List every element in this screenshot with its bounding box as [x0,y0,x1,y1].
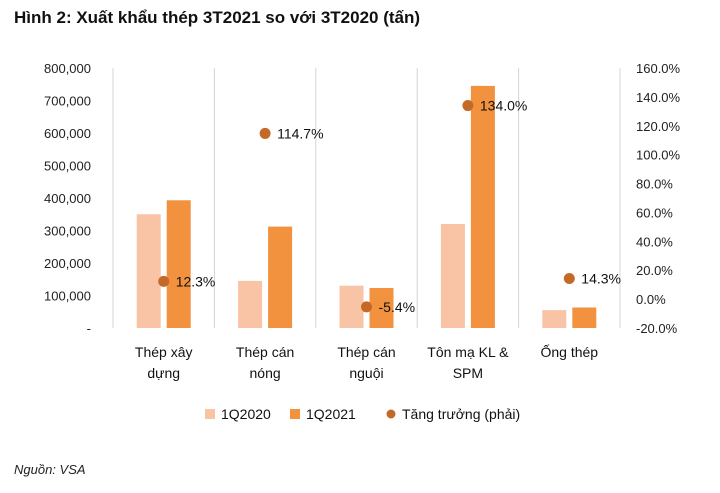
y-right-tick-label: 160.0% [636,61,681,76]
bar-1q2020 [339,285,364,328]
legend-label: Tăng trưởng (phải) [402,406,520,422]
y-right-tick-label: 40.0% [636,234,673,249]
y-right-tick-label: 120.0% [636,119,681,134]
y-left-tick-label: - [87,321,91,336]
bar-1q2020 [440,224,465,328]
bar-1q2020 [542,310,567,328]
y-left-tick-label: 100,000 [44,289,91,304]
y-left-tick-label: 300,000 [44,224,91,239]
bar-1q2021 [572,307,597,328]
growth-point [259,127,271,139]
category-label: Thép xây [135,344,193,360]
y-left-tick-label: 800,000 [44,61,91,76]
legend-label: 1Q2021 [306,406,356,422]
legend-swatch [205,409,215,419]
y-left-tick-label: 200,000 [44,256,91,271]
growth-point [563,272,575,284]
y-left-tick-label: 700,000 [44,94,91,109]
growth-data-label: 134.0% [480,98,527,114]
growth-data-label: 14.3% [581,270,621,286]
category-label: dựng [147,365,180,381]
bar-1q2021 [166,200,191,328]
legend-label: 1Q2020 [221,406,271,422]
y-right-tick-label: 60.0% [636,205,673,220]
y-right-tick-label: 0.0% [636,292,666,307]
growth-point [158,275,170,287]
y-right-tick-label: 140.0% [636,90,681,105]
y-right-tick-label: 100.0% [636,148,681,163]
category-label: Thép cán [236,344,294,360]
growth-point [462,100,474,112]
bar-1q2021 [268,226,293,328]
bar-1q2021 [470,85,495,328]
bar-1q2020 [136,214,161,328]
chart-title: Hình 2: Xuất khẩu thép 3T2021 so với 3T2… [14,8,421,27]
y-right-tick-label: 20.0% [636,263,673,278]
source-note: Nguồn: VSA [14,462,86,477]
growth-data-label: 114.7% [277,125,323,141]
growth-point [361,301,372,313]
category-label: SPM [453,365,483,381]
y-right-tick-label: -20.0% [636,321,678,336]
growth-data-label: -5.4% [379,299,416,315]
y-left-tick-label: 600,000 [44,126,91,141]
y-right-tick-label: 80.0% [636,177,673,192]
legend-swatch-dot [386,409,396,419]
bar-1q2021 [369,288,394,328]
growth-data-label: 12.3% [176,273,216,289]
category-label: nóng [250,365,281,381]
category-label: Tôn mạ KL & [427,344,509,360]
y-left-tick-label: 500,000 [44,159,91,174]
category-label: nguội [349,365,383,381]
category-label: Ống thép [540,343,598,360]
bar-1q2020 [238,280,263,328]
category-label: Thép cán [337,344,395,360]
legend-swatch [290,409,300,419]
y-left-tick-label: 400,000 [44,191,91,206]
